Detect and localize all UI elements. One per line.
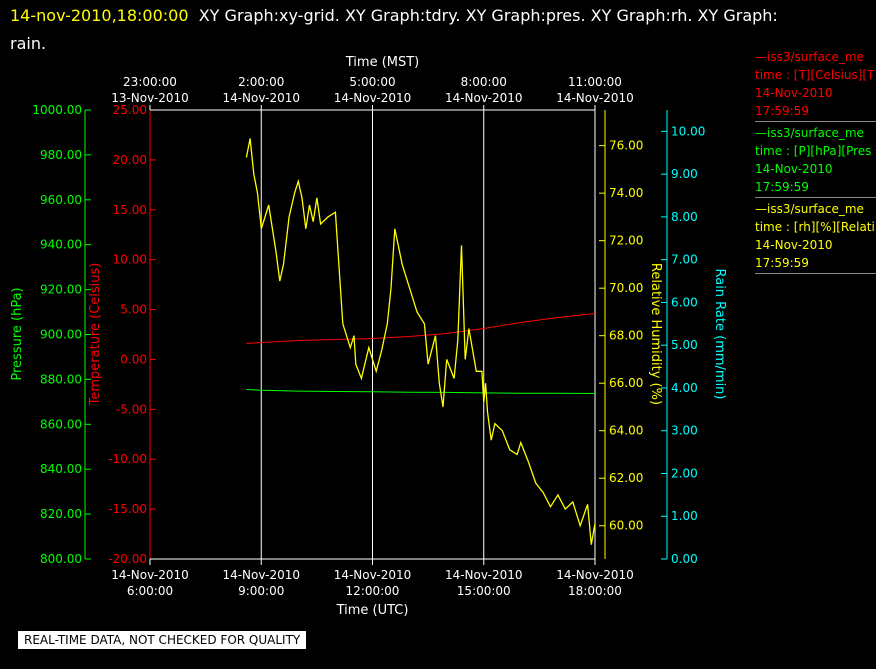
pressure-tick-label: 880.00 xyxy=(40,372,82,386)
temperature-tick-label: -5.00 xyxy=(116,402,147,416)
rh-tick-label: 72.00 xyxy=(609,234,643,248)
temperature-tick-label: 20.00 xyxy=(113,153,147,167)
series-line-pressure xyxy=(246,389,596,394)
temperature-tick-label: -15.00 xyxy=(108,502,147,516)
rh-tick-label: 68.00 xyxy=(609,329,643,343)
pressure-axis-label: Pressure (hPa) xyxy=(10,287,25,380)
temperature-tick-label: 25.00 xyxy=(113,103,147,117)
rain-tick-label: 4.00 xyxy=(671,381,698,395)
x-tick-date: 14-Nov-2010 xyxy=(222,568,300,582)
x-tick-date: 14-Nov-2010 xyxy=(556,568,634,582)
x-tick-time: 12:00:00 xyxy=(346,584,400,598)
legend-date: 14-Nov-2010 xyxy=(755,238,833,252)
rain-tick-label: 3.00 xyxy=(671,424,698,438)
pressure-tick-label: 920.00 xyxy=(40,283,82,297)
x-axis-label: Time (UTC) xyxy=(336,603,409,618)
x-tick-date: 14-Nov-2010 xyxy=(445,568,523,582)
series-line-temperature xyxy=(246,313,596,344)
x-top-axis-label: Time (MST) xyxy=(345,55,420,70)
rh-tick-label: 74.00 xyxy=(609,186,643,200)
header-graph-titles-cont: rain. xyxy=(10,34,47,53)
legend-line1: —iss3/surface_me xyxy=(755,50,864,64)
rain-tick-label: 7.00 xyxy=(671,253,698,267)
rain-tick-label: 9.00 xyxy=(671,167,698,181)
temperature-tick-label: 10.00 xyxy=(113,253,147,267)
legend-line2: time : [P][hPa][Pres xyxy=(755,144,872,158)
temperature-tick-label: -20.00 xyxy=(108,552,147,566)
x-top-tick-time: 5:00:00 xyxy=(349,75,395,89)
rain-tick-label: 1.00 xyxy=(671,509,698,523)
legend-time: 17:59:59 xyxy=(755,104,809,118)
temperature-tick-label: 15.00 xyxy=(113,203,147,217)
rain-tick-label: 2.00 xyxy=(671,466,698,480)
pressure-tick-label: 980.00 xyxy=(40,148,82,162)
legend-date: 14-Nov-2010 xyxy=(755,162,833,176)
rain-tick-label: 5.00 xyxy=(671,338,698,352)
legend: —iss3/surface_me time : [T][Celsius][T 14-… xyxy=(755,48,876,276)
x-tick-time: 9:00:00 xyxy=(238,584,284,598)
rh-tick-label: 66.00 xyxy=(609,376,643,390)
x-top-tick-time: 23:00:00 xyxy=(123,75,177,89)
pressure-tick-label: 960.00 xyxy=(40,193,82,207)
series-line-rh xyxy=(245,138,596,545)
legend-line1: —iss3/surface_me xyxy=(755,126,864,140)
rh-axis-label: Relative Humidity (%) xyxy=(648,263,663,405)
x-top-tick-date: 13-Nov-2010 xyxy=(111,91,189,105)
legend-line2: time : [rh][%][Relati xyxy=(755,220,875,234)
pressure-tick-label: 800.00 xyxy=(40,552,82,566)
x-tick-time: 18:00:00 xyxy=(568,584,622,598)
x-tick-date: 14-Nov-2010 xyxy=(334,568,412,582)
pressure-tick-label: 1000.00 xyxy=(32,103,82,117)
legend-date: 14-Nov-2010 xyxy=(755,86,833,100)
rh-tick-label: 70.00 xyxy=(609,281,643,295)
pressure-tick-label: 940.00 xyxy=(40,238,82,252)
pressure-tick-label: 840.00 xyxy=(40,462,82,476)
x-tick-time: 6:00:00 xyxy=(127,584,173,598)
rain-tick-label: 6.00 xyxy=(671,295,698,309)
header-graph-titles: XY Graph:xy-grid. XY Graph:tdry. XY Grap… xyxy=(198,6,778,25)
x-top-tick-date: 14-Nov-2010 xyxy=(222,91,300,105)
pressure-tick-label: 820.00 xyxy=(40,507,82,521)
x-top-tick-date: 14-Nov-2010 xyxy=(556,91,634,105)
temperature-tick-label: 0.00 xyxy=(120,352,147,366)
x-top-tick-time: 2:00:00 xyxy=(238,75,284,89)
rh-tick-label: 64.00 xyxy=(609,424,643,438)
x-tick-date: 14-Nov-2010 xyxy=(111,568,189,582)
rain-axis-label: Rain Rate (mm/min) xyxy=(712,268,727,399)
page-header: 14-nov-2010,18:00:00 XY Graph:xy-grid. X… xyxy=(10,2,860,58)
pressure-tick-label: 900.00 xyxy=(40,328,82,342)
x-top-tick-date: 14-Nov-2010 xyxy=(334,91,412,105)
x-top-tick-time: 11:00:00 xyxy=(568,75,622,89)
rh-tick-label: 62.00 xyxy=(609,471,643,485)
rh-tick-label: 60.00 xyxy=(609,519,643,533)
header-timestamp: 14-nov-2010,18:00:00 xyxy=(10,6,189,25)
legend-line2: time : [T][Celsius][T xyxy=(755,68,875,82)
x-top-tick-date: 14-Nov-2010 xyxy=(445,91,523,105)
legend-time: 17:59:59 xyxy=(755,180,809,194)
rain-tick-label: 10.00 xyxy=(671,124,705,138)
x-tick-time: 15:00:00 xyxy=(457,584,511,598)
x-top-tick-time: 8:00:00 xyxy=(461,75,507,89)
rain-tick-label: 8.00 xyxy=(671,210,698,224)
legend-time: 17:59:59 xyxy=(755,256,809,270)
rh-tick-label: 76.00 xyxy=(609,139,643,153)
legend-line1: —iss3/surface_me xyxy=(755,202,864,216)
rain-tick-label: 0.00 xyxy=(671,552,698,566)
temperature-tick-label: 5.00 xyxy=(120,303,147,317)
temperature-axis-label: Temperature (Celsius) xyxy=(88,263,103,407)
quality-notice: REAL-TIME DATA, NOT CHECKED FOR QUALITY xyxy=(18,631,307,649)
temperature-tick-label: -10.00 xyxy=(108,452,147,466)
pressure-tick-label: 860.00 xyxy=(40,417,82,431)
